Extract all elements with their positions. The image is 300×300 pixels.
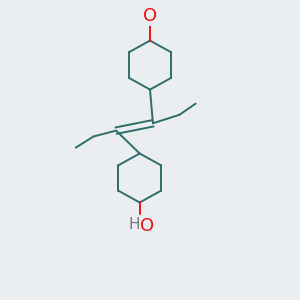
Text: O: O bbox=[140, 217, 154, 235]
Text: H: H bbox=[128, 217, 140, 232]
Text: O: O bbox=[143, 7, 157, 25]
